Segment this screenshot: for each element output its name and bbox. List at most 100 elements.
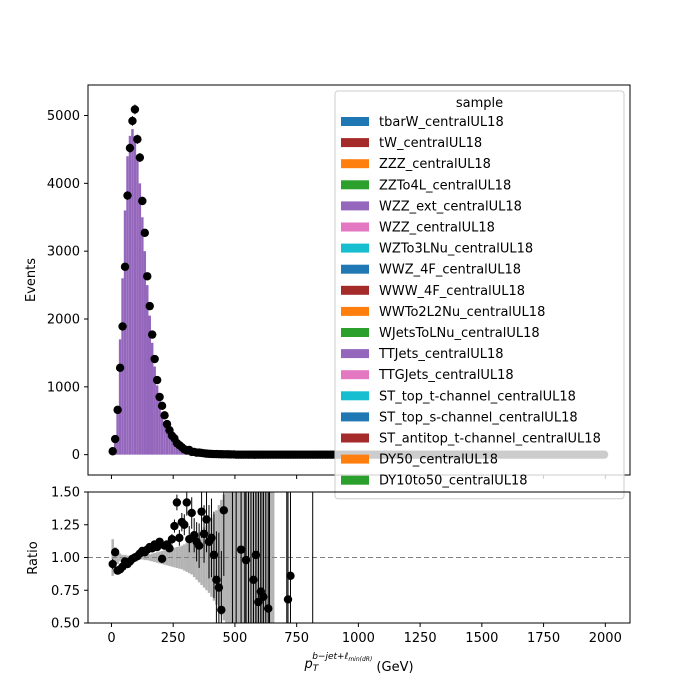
ratio-point	[108, 559, 117, 569]
legend-swatch	[341, 285, 369, 295]
ratio-x-tick-label: 1500	[465, 631, 498, 646]
uncertainty-band-bin	[126, 555, 129, 560]
data-point	[140, 228, 149, 238]
x-axis-label-main: p	[303, 657, 312, 672]
legend-label: ST_top_t-channel_centralUL18	[379, 389, 576, 404]
x-axis-label-sub: T	[313, 664, 320, 674]
legend-box	[334, 90, 625, 500]
legend-swatch	[341, 243, 369, 253]
data-point	[150, 354, 159, 364]
ratio-y-axis-label: Ratio	[26, 541, 41, 574]
legend-title: sample	[456, 96, 503, 111]
legend-label: ST_top_s-channel_centralUL18	[379, 410, 578, 425]
legend: sample tbarW_centralUL18 tW_centralUL18 ZZZ…	[334, 90, 625, 500]
ratio-point	[187, 508, 196, 518]
mc-stack-bar	[138, 183, 142, 455]
mc-stack-bar	[178, 447, 181, 455]
legend-swatch	[341, 391, 369, 401]
ratio-point	[219, 506, 229, 515]
x-axis-label-sup: b−jet+ℓ	[312, 652, 348, 662]
mc-stack-bar	[150, 342, 154, 455]
mc-stack-bar	[163, 422, 166, 455]
legend-swatch	[341, 349, 369, 359]
mc-stack-bar	[175, 445, 179, 455]
legend-label: TTGJets_centralUL18	[378, 368, 514, 383]
ratio-x-tick-label: 750	[284, 631, 309, 646]
ratio-point	[217, 605, 226, 615]
main-panel: 0 1000 2000 3000 4000 5000 Events sample tbarW…	[24, 84, 631, 500]
legend-swatch	[341, 433, 369, 443]
ratio-y-tick-label: 1.25	[51, 518, 80, 533]
data-point	[152, 375, 162, 385]
legend-label: tbarW_centralUL18	[379, 115, 504, 130]
data-point	[138, 196, 147, 206]
uncertainty-band-bin	[165, 549, 169, 566]
data-point	[135, 153, 145, 162]
ratio-panel: 0.50 0.75 1.00 1.25 1.50 0 250 500 750 1000 1250 1…	[26, 486, 631, 675]
legend-swatch	[341, 306, 369, 316]
legend-label: DY50_centralUL18	[379, 453, 498, 468]
legend-swatch	[341, 264, 369, 274]
legend-swatch	[341, 117, 369, 126]
uncertainty-band-bin	[229, 492, 233, 623]
legend-swatch	[341, 328, 369, 337]
ratio-point	[157, 554, 167, 564]
ratio-x-axis: 0 250 500 750 1000 1250 1500 1750 2000	[107, 623, 622, 646]
data-point	[160, 411, 169, 420]
ratio-point	[194, 541, 204, 550]
main-y-tick-label: 5000	[47, 109, 80, 124]
data-point	[115, 363, 125, 373]
mc-stack-bar	[148, 315, 151, 455]
data-point	[125, 143, 135, 153]
ratio-x-tick-label: 250	[161, 631, 186, 646]
data-point	[128, 116, 137, 126]
ratio-point	[286, 571, 295, 581]
legend-label: WWW_4F_centralUL18	[379, 284, 525, 299]
data-point	[143, 272, 152, 281]
legend-swatch	[341, 412, 369, 422]
ratio-x-tick-label: 1000	[342, 631, 375, 646]
mc-stack-bar	[158, 400, 161, 455]
data-point	[145, 301, 154, 311]
ratio-y-tick-label: 1.00	[51, 551, 80, 566]
ratio-x-tick-label: 1250	[404, 631, 437, 646]
mc-stack-bar	[173, 442, 176, 455]
mc-stack-bar	[143, 251, 147, 455]
x-axis-label: pTb−jet+ℓmin(dR) (GeV)	[303, 652, 413, 675]
mc-stack-bar	[153, 366, 156, 455]
legend-label: ZZZ_centralUL18	[379, 157, 491, 172]
mc-stack-bar	[165, 429, 169, 455]
ratio-point	[172, 498, 182, 507]
ratio-y-tick-label: 0.50	[51, 617, 80, 632]
legend-label: ST_antitop_t-channel_centralUL18	[379, 432, 601, 447]
ratio-point	[241, 555, 251, 565]
data-point	[148, 330, 157, 339]
mc-stack-bar	[141, 217, 144, 455]
main-y-tick-label: 1000	[47, 380, 80, 395]
legend-label: WZZ_ext_centralUL18	[379, 199, 522, 214]
uncertainty-band-bin	[188, 541, 191, 574]
legend-swatch	[341, 159, 369, 169]
legend-swatch	[341, 180, 369, 190]
data-point	[110, 434, 120, 444]
uncertainty-band-bin	[155, 552, 159, 563]
ratio-x-tick-label: 0	[107, 631, 115, 646]
mc-stack-bar	[136, 156, 139, 455]
ratio-point	[165, 544, 174, 553]
uncertainty-band-bin	[237, 492, 240, 623]
ratio-y-tick-label: 0.75	[51, 584, 80, 599]
legend-label: tW_centralUL18	[379, 136, 482, 151]
legend-label: WZZ_centralUL18	[379, 221, 495, 236]
ratio-plot-area	[88, 492, 630, 623]
legend-label: ZZTo4L_centralUL18	[379, 178, 511, 193]
data-point	[157, 401, 167, 411]
mc-stack-bar	[155, 385, 159, 455]
ratio-clipped-group	[88, 492, 630, 623]
legend-swatch	[341, 454, 369, 464]
main-y-axis: 0 1000 2000 3000 4000 5000	[47, 109, 88, 463]
legend-swatch	[341, 138, 369, 148]
ratio-point	[180, 520, 189, 529]
ratio-point	[264, 604, 273, 613]
legend-swatch	[341, 222, 369, 232]
ratio-point	[170, 521, 179, 531]
